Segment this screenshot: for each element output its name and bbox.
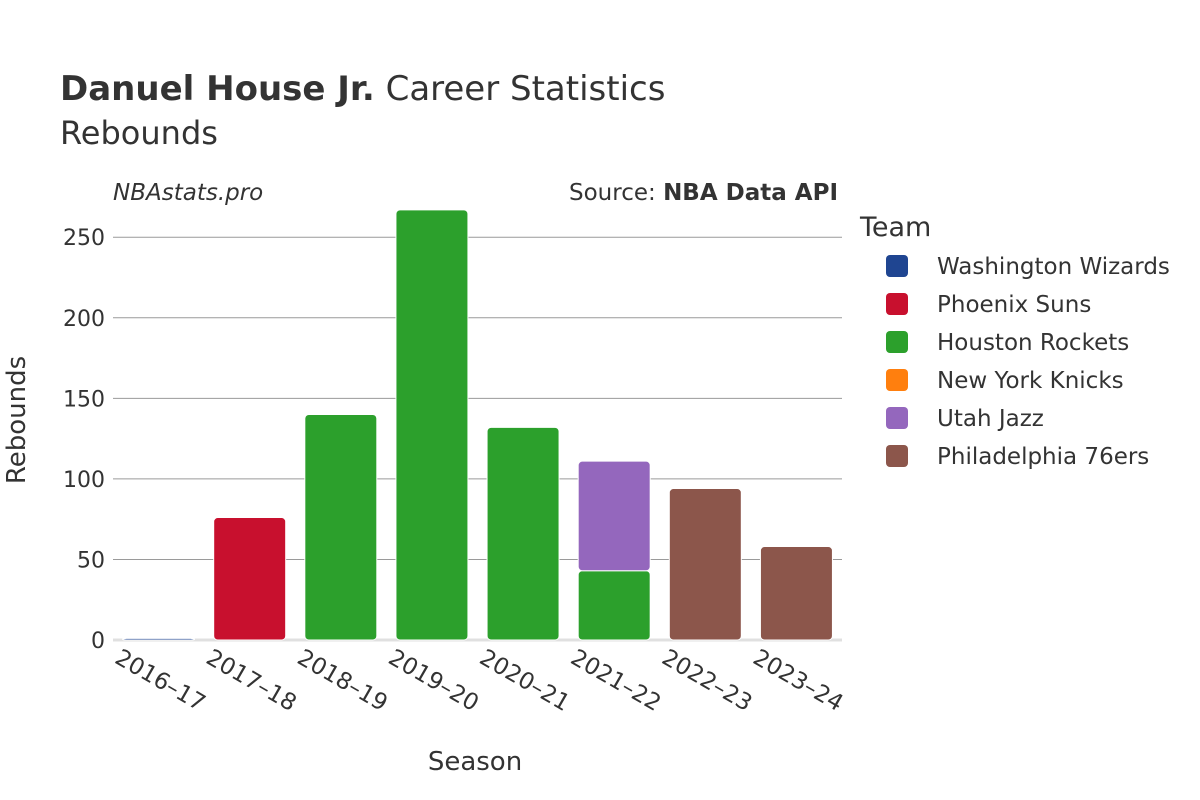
source-name: NBA Data API <box>663 180 838 206</box>
y-axis-title: Rebounds <box>2 356 32 484</box>
x-tick-label: 2023–24 <box>748 645 847 717</box>
legend-label: Houston Rockets <box>937 330 1129 356</box>
y-tick-label: 250 <box>63 226 105 251</box>
legend: Washington Wizards Phoenix Suns Houston Ro… <box>886 254 1170 470</box>
source-prefix: Source: <box>569 180 663 206</box>
bar-2019–20-houston-rockets <box>395 209 469 641</box>
x-axis-ticks: 2016–172017–182018–192019–202020–212021–… <box>111 645 848 717</box>
legend-swatch <box>886 255 908 277</box>
y-tick-label: 0 <box>91 629 105 654</box>
chart-subtitle: Rebounds <box>60 114 218 152</box>
x-tick-label: 2016–17 <box>111 645 210 717</box>
y-tick-label: 150 <box>63 387 105 412</box>
y-tick-label: 200 <box>63 307 105 332</box>
chart-title-suffix: Career Statistics <box>375 69 666 109</box>
source-credit: Source: NBA Data API <box>569 180 838 206</box>
bar-2023–24-philadelphia-76ers <box>759 546 833 641</box>
legend-label: Utah Jazz <box>937 406 1044 432</box>
x-tick-label: 2019–20 <box>384 645 483 717</box>
bar-2021–22-houston-rockets <box>577 570 651 641</box>
y-tick-label: 50 <box>77 548 105 573</box>
x-tick-label: 2021–22 <box>566 645 665 717</box>
legend-label: New York Knicks <box>937 368 1124 394</box>
y-axis-ticks: 0 50 100 150 200 250 <box>63 226 105 654</box>
legend-label: Washington Wizards <box>937 254 1170 280</box>
bar-2016–17-washington-wizards <box>122 637 196 641</box>
x-tick-label: 2017–18 <box>202 645 301 717</box>
bar-2018–19-houston-rockets <box>304 413 378 641</box>
legend-label: Philadelphia 76ers <box>937 444 1149 470</box>
legend-label: Phoenix Suns <box>937 292 1091 318</box>
bar-2022–23-philadelphia-76ers <box>668 488 742 641</box>
chart-title: Danuel House Jr. Career Statistics <box>60 69 665 109</box>
x-tick-label: 2022–23 <box>657 645 756 717</box>
x-tick-label: 2018–19 <box>293 645 392 717</box>
legend-swatch <box>886 369 908 391</box>
legend-title: Team <box>859 212 931 243</box>
y-tick-label: 100 <box>63 468 105 493</box>
bar-2021–22-utah-jazz <box>577 460 651 572</box>
legend-swatch <box>886 407 908 429</box>
chart-title-player: Danuel House Jr. <box>60 69 375 109</box>
legend-swatch <box>886 331 908 353</box>
legend-swatch <box>886 445 908 467</box>
bar-2020–21-houston-rockets <box>486 426 560 641</box>
x-axis-title: Season <box>428 747 522 777</box>
x-tick-label: 2020–21 <box>475 645 574 717</box>
bars <box>122 209 833 641</box>
legend-swatch <box>886 293 908 315</box>
bar-2017–18-phoenix-suns <box>213 517 287 641</box>
watermark: NBAstats.pro <box>113 180 263 206</box>
